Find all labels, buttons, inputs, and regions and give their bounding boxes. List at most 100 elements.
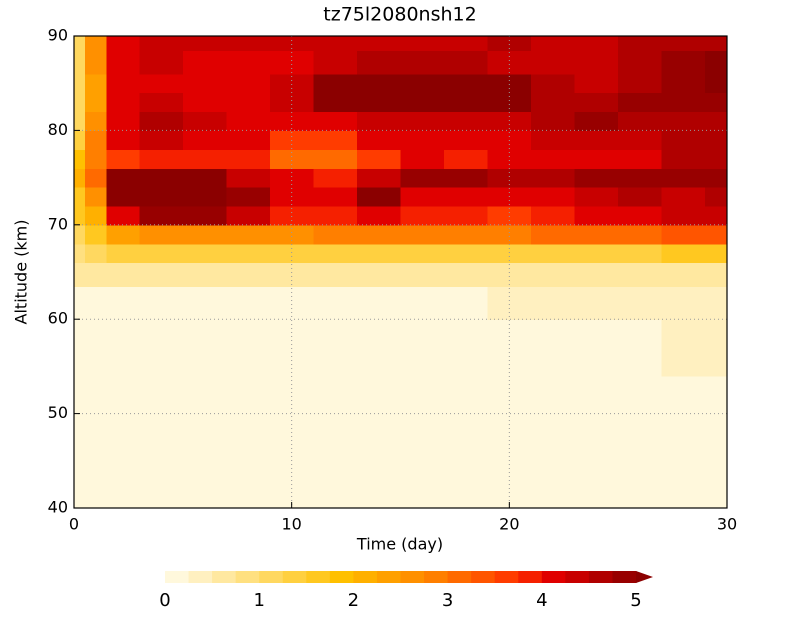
contour-cell	[487, 149, 532, 169]
contour-cell	[84, 205, 108, 226]
contour-cell	[356, 73, 402, 94]
contour-cell	[139, 375, 184, 462]
contour-cell	[618, 50, 663, 75]
contour-cell	[444, 168, 489, 188]
contour-cell	[661, 460, 706, 509]
contour-cell	[74, 262, 86, 287]
contour-cell	[226, 73, 271, 94]
contour-cell	[356, 375, 402, 462]
contour-cell	[313, 262, 358, 287]
colorbar-extension	[636, 571, 653, 583]
contour-cell	[705, 149, 728, 169]
contour-cell	[661, 111, 706, 131]
contour-cell	[106, 168, 140, 188]
chart-title: tz75l2080nsh12	[323, 4, 476, 26]
contour-cell	[356, 50, 402, 75]
contour-cell	[574, 73, 619, 94]
contour-cell	[444, 187, 489, 207]
contour-cell	[487, 243, 532, 264]
contour-cell	[574, 375, 619, 462]
contour-cell	[139, 168, 184, 188]
contour-cell	[313, 149, 358, 169]
contour-cell	[182, 111, 227, 131]
contour-cell	[531, 319, 576, 377]
contour-cell	[705, 460, 728, 509]
x-tick-label: 30	[717, 515, 737, 534]
contour-cell	[313, 168, 358, 188]
contour-cell	[74, 375, 86, 462]
contour-cell	[182, 130, 227, 150]
contour-cell	[139, 36, 184, 51]
contour-cell	[84, 187, 108, 207]
contour-cell	[531, 224, 576, 245]
contour-cell	[618, 243, 663, 264]
contour-cell	[400, 168, 445, 188]
contour-cell	[618, 111, 663, 131]
contour-cell	[661, 286, 706, 320]
contour-cell	[618, 73, 663, 94]
contour-cell	[705, 205, 728, 226]
colorbar-swatch	[612, 571, 637, 583]
contour-cell	[400, 205, 445, 226]
contour-cell	[313, 92, 358, 113]
colorbar-swatch	[282, 571, 307, 583]
contour-cell	[574, 286, 619, 320]
contour-cell	[400, 224, 445, 245]
contour-cell	[618, 224, 663, 245]
contour-cell	[269, 224, 315, 245]
contour-cell	[106, 92, 140, 113]
contour-cell	[84, 224, 108, 245]
contour-cell	[487, 73, 532, 94]
contour-cell	[487, 36, 532, 51]
contour-cell	[444, 92, 489, 113]
contour-cell	[313, 243, 358, 264]
contour-cell	[574, 243, 619, 264]
y-tick-label: 80	[48, 120, 68, 139]
contour-cell	[269, 73, 315, 94]
contour-cell	[106, 319, 140, 377]
contour-cell	[226, 130, 271, 150]
contour-cell	[531, 111, 576, 131]
contour-cell	[74, 319, 86, 377]
contour-cell	[356, 262, 402, 287]
contour-cell	[84, 243, 108, 264]
contour-cell	[618, 460, 663, 509]
contour-cell	[487, 375, 532, 462]
contour-cell	[74, 205, 86, 226]
contour-cell	[84, 286, 108, 320]
contour-cell	[705, 243, 728, 264]
colorbar-tick-label: 3	[442, 590, 453, 611]
contour-cell	[269, 111, 315, 131]
contour-cell	[356, 149, 402, 169]
colorbar-swatch	[541, 571, 566, 583]
contour-cell	[531, 168, 576, 188]
contour-cell	[661, 168, 706, 188]
contour-cell	[84, 319, 108, 377]
contour-cell	[226, 286, 271, 320]
y-tick-label: 50	[48, 403, 68, 422]
contour-cell	[661, 50, 706, 75]
contour-cell	[182, 375, 227, 462]
contour-cell	[705, 111, 728, 131]
contour-cell	[106, 149, 140, 169]
colorbar-swatch	[353, 571, 378, 583]
contour-cell	[226, 111, 271, 131]
contour-cell	[531, 50, 576, 75]
contour-cell	[74, 92, 86, 113]
contour-cell	[487, 224, 532, 245]
contour-cell	[705, 319, 728, 377]
colorbar-swatch	[235, 571, 260, 583]
contour-cell	[356, 168, 402, 188]
contour-cell	[487, 205, 532, 226]
contour-cell	[531, 205, 576, 226]
contour-cell	[106, 130, 140, 150]
contour-cell	[269, 319, 315, 377]
contour-cell	[269, 149, 315, 169]
contour-cell	[269, 36, 315, 51]
contour-cell	[139, 111, 184, 131]
colorbar-tick-label: 2	[348, 590, 359, 611]
contour-cell	[661, 187, 706, 207]
contour-cell	[182, 168, 227, 188]
contour-cell	[269, 243, 315, 264]
contour-cell	[574, 50, 619, 75]
